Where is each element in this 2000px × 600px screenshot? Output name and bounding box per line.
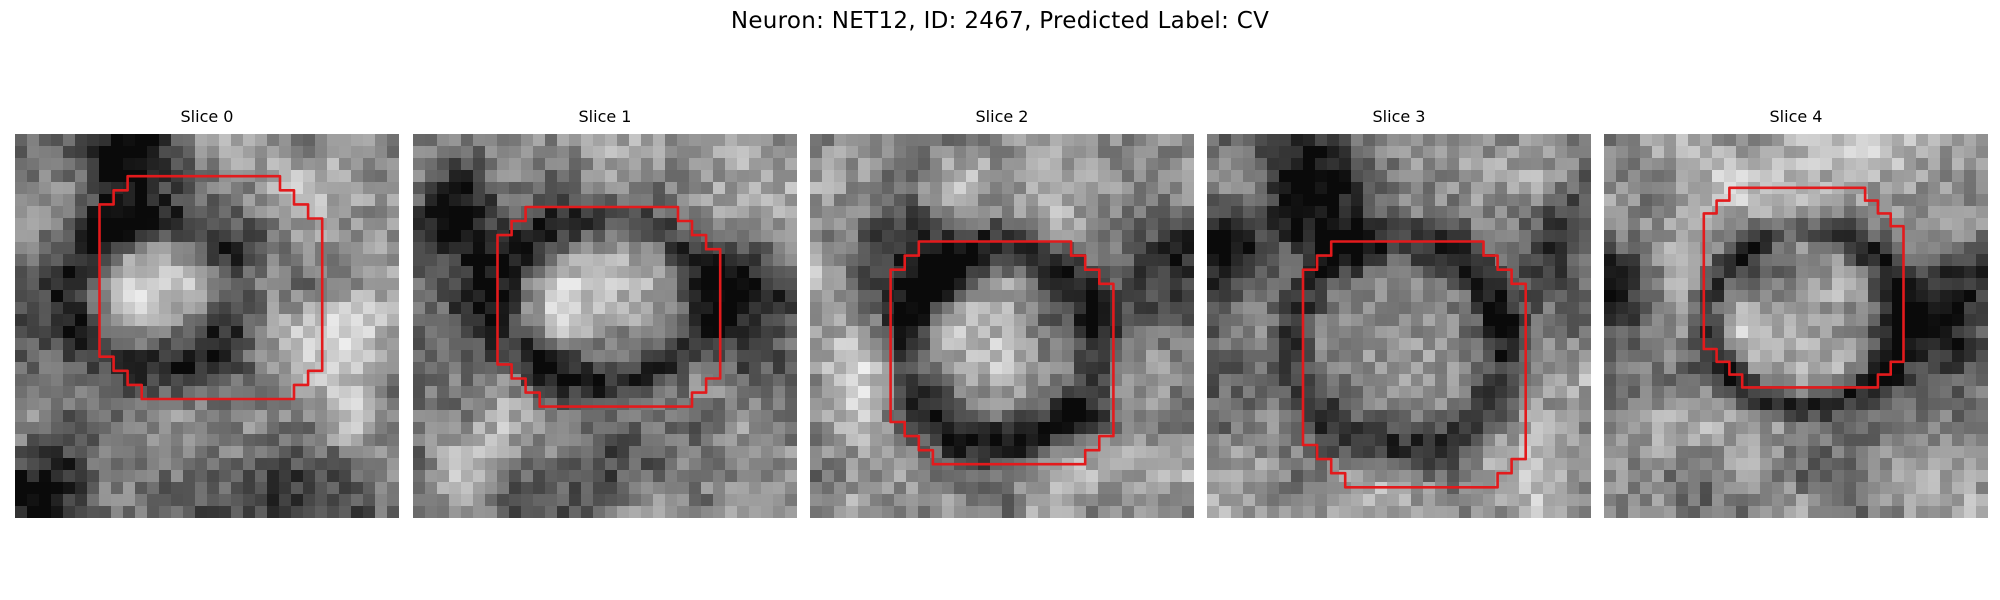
- pixel-grid: [1604, 134, 1988, 518]
- roi-contour: [1301, 240, 1528, 489]
- pixel-grid: [1207, 134, 1591, 518]
- slice-image-1: [413, 134, 797, 518]
- pixel-grid: [810, 134, 1194, 518]
- roi-contour: [889, 240, 1115, 466]
- slice-title-3: Slice 3: [1372, 107, 1426, 126]
- pixel-grid: [15, 134, 399, 518]
- slice-title-0: Slice 0: [180, 107, 234, 126]
- roi-contour: [1702, 186, 1905, 389]
- pixel-grid: [413, 134, 797, 518]
- roi-contour: [98, 174, 324, 401]
- slice-image-3: [1207, 134, 1591, 518]
- slice-title-4: Slice 4: [1769, 107, 1823, 126]
- slice-title-2: Slice 2: [975, 107, 1029, 126]
- figure-title: Neuron: NET12, ID: 2467, Predicted Label…: [730, 8, 1270, 34]
- roi-contour: [496, 205, 722, 408]
- slice-image-0: [15, 134, 399, 518]
- slice-image-4: [1604, 134, 1988, 518]
- slice-image-2: [810, 134, 1194, 518]
- slice-title-1: Slice 1: [578, 107, 632, 126]
